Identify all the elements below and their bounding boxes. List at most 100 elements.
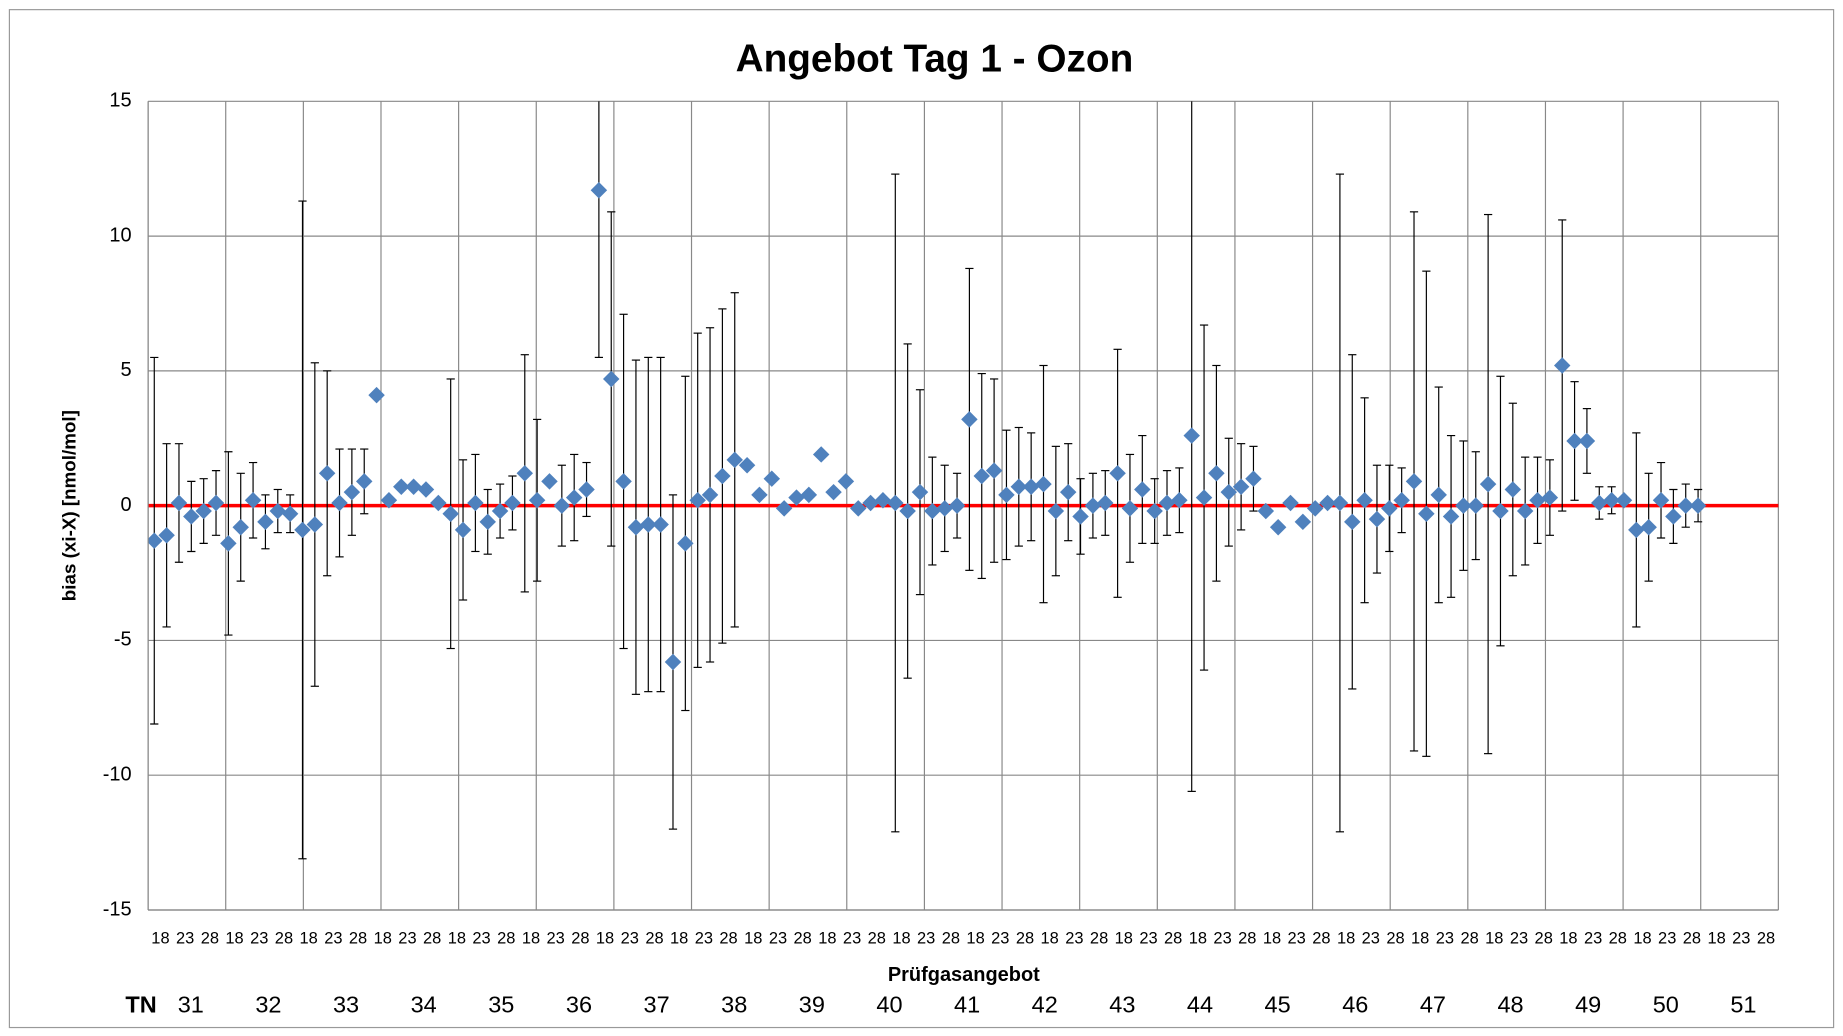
- x-tick-label: 23: [1584, 930, 1602, 948]
- group-label: 39: [799, 992, 825, 1018]
- point: [380, 492, 398, 509]
- x-tick-label: 18: [1041, 930, 1059, 948]
- point: [590, 182, 608, 199]
- point: [1121, 500, 1139, 517]
- x-tick-label: 18: [151, 930, 169, 948]
- point: [627, 518, 645, 536]
- point: [1158, 494, 1176, 512]
- x-axis-label: Prüfgasangebot: [888, 964, 1040, 986]
- group-label: 45: [1265, 992, 1291, 1018]
- x-tick-label: 18: [1485, 930, 1503, 948]
- y-tick-label: 5: [121, 359, 132, 381]
- point: [1615, 492, 1633, 509]
- point: [1418, 505, 1435, 522]
- y-tick-label: 10: [109, 224, 131, 246]
- group-row-label: TN: [125, 992, 156, 1018]
- group-label: 33: [333, 992, 359, 1018]
- point: [1603, 492, 1620, 509]
- group-label: 35: [488, 992, 514, 1018]
- point: [874, 492, 892, 509]
- x-tick-label: 18: [818, 930, 836, 948]
- point: [837, 473, 855, 490]
- x-tick-label: 23: [621, 930, 639, 948]
- point: [1269, 518, 1287, 536]
- x-tick-label: 23: [472, 930, 490, 948]
- point: [1578, 432, 1596, 450]
- x-tick-label: 28: [1757, 930, 1775, 948]
- x-tick-label: 28: [1683, 930, 1701, 948]
- x-tick-label: 23: [1139, 930, 1157, 948]
- x-tick-label: 23: [1510, 930, 1528, 948]
- group-label: 41: [954, 992, 980, 1018]
- group-label: 44: [1187, 992, 1213, 1018]
- x-tick-label: 18: [1263, 930, 1281, 948]
- chart-frame: [8, 9, 1835, 1029]
- x-tick-label: 18: [1411, 930, 1429, 948]
- point: [430, 494, 447, 512]
- group-label: 51: [1730, 992, 1756, 1018]
- x-tick-label: 23: [250, 930, 268, 948]
- x-tick-label: 28: [719, 930, 737, 948]
- y-tick-label: 0: [121, 494, 132, 516]
- x-tick-label: 23: [695, 930, 713, 948]
- chart-title: Angebot Tag 1 - Ozon: [736, 38, 1134, 81]
- point: [1591, 494, 1608, 512]
- x-tick-label: 28: [1609, 930, 1627, 948]
- x-tick-label: 23: [324, 930, 342, 948]
- point: [887, 494, 904, 512]
- point: [998, 486, 1015, 504]
- point: [1516, 502, 1534, 520]
- point: [726, 451, 743, 469]
- point: [1146, 502, 1163, 520]
- point: [985, 462, 1003, 479]
- plot-area: [148, 101, 1707, 860]
- x-tick-label: 28: [1386, 930, 1404, 948]
- point: [1553, 357, 1571, 374]
- x-tick-label: 18: [670, 930, 688, 948]
- point: [800, 486, 818, 504]
- x-tick-label: 23: [917, 930, 935, 948]
- x-tick-label: 28: [423, 930, 441, 948]
- point: [1393, 492, 1410, 509]
- x-tick-label: 18: [596, 930, 614, 948]
- group-label: 36: [566, 992, 592, 1018]
- x-tick-label: 23: [1065, 930, 1083, 948]
- point: [232, 518, 249, 536]
- point: [1195, 489, 1213, 506]
- point: [948, 497, 966, 514]
- x-tick-label: 28: [1535, 930, 1553, 948]
- x-tick-label: 23: [1213, 930, 1231, 948]
- group-label: 43: [1109, 992, 1135, 1018]
- x-tick-label: 28: [794, 930, 812, 948]
- point: [281, 505, 299, 522]
- point: [405, 478, 422, 496]
- point: [207, 494, 225, 512]
- group-label: 47: [1420, 992, 1446, 1018]
- x-tick-label: 28: [349, 930, 367, 948]
- point: [183, 508, 200, 525]
- group-label: 32: [255, 992, 281, 1018]
- x-tick-label: 23: [1436, 930, 1454, 948]
- point: [331, 494, 348, 512]
- x-tick-label: 18: [374, 930, 392, 948]
- y-tick-label: -5: [114, 629, 132, 651]
- x-tick-label: 23: [991, 930, 1009, 948]
- point: [615, 473, 632, 490]
- group-label: 37: [644, 992, 670, 1018]
- point: [1430, 486, 1447, 504]
- point: [368, 386, 385, 404]
- group-label: 50: [1653, 992, 1679, 1018]
- point: [911, 483, 929, 501]
- x-tick-label: 18: [1559, 930, 1577, 948]
- point: [393, 478, 410, 496]
- x-tick-label: 28: [1090, 930, 1108, 948]
- x-tick-label: 23: [1288, 930, 1306, 948]
- group-label: 38: [721, 992, 747, 1018]
- point: [1356, 492, 1373, 509]
- point: [528, 492, 546, 509]
- x-tick-label: 28: [1312, 930, 1330, 948]
- point: [491, 502, 509, 520]
- point: [578, 481, 595, 498]
- group-label: 40: [876, 992, 902, 1018]
